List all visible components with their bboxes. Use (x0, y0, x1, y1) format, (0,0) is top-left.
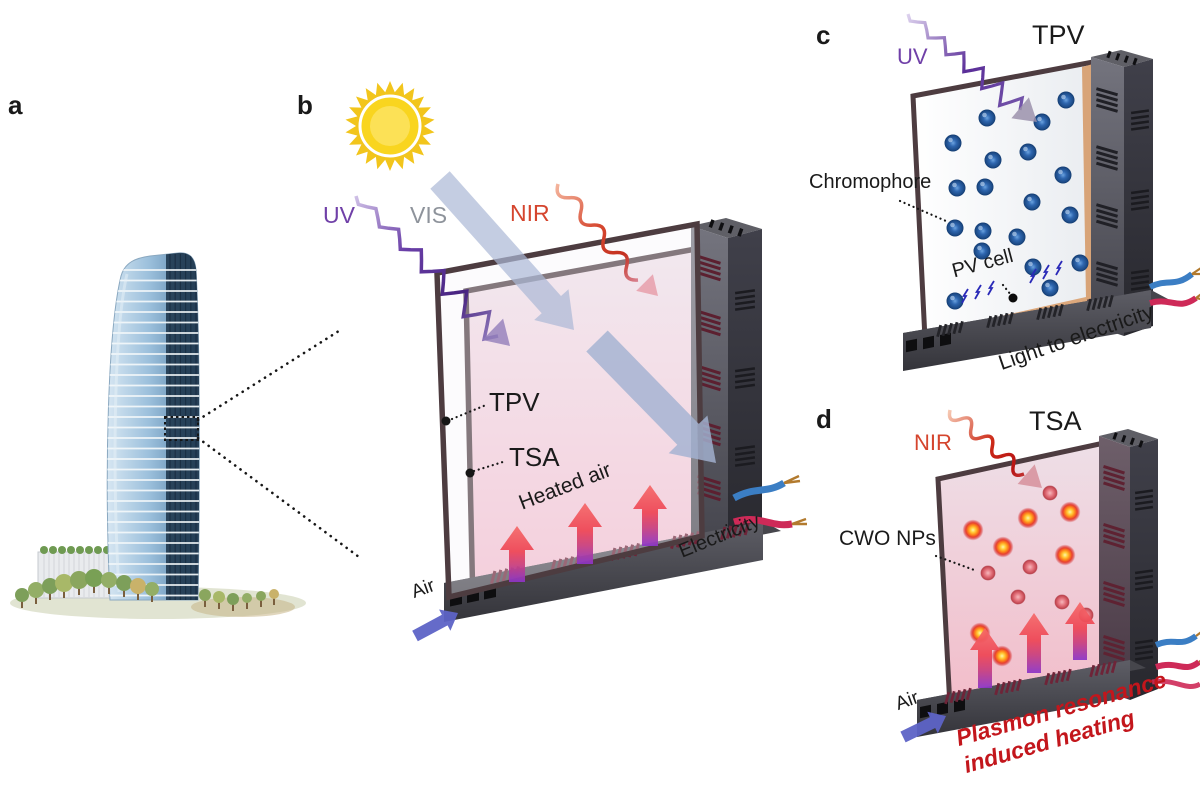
building-illustration (10, 252, 361, 619)
frame-column-side-d (1130, 439, 1158, 700)
wire-blue (732, 479, 786, 502)
frame-base-front-d (917, 660, 1130, 737)
tpv-pane (434, 220, 705, 601)
zoom-leader-bottom (196, 436, 361, 559)
pv-cell-leader-dot (1008, 293, 1018, 303)
wire-red (732, 515, 793, 529)
light-and-air-arrows-b (354, 171, 716, 642)
wire-red (1149, 295, 1198, 307)
wire-tip (1195, 631, 1200, 637)
pv-cell-leader (1001, 283, 1013, 297)
air-channel-hole (940, 332, 951, 347)
nir-and-air-arrows-d (900, 409, 1095, 743)
zoom-region-rect (164, 416, 199, 441)
frame-column-side (728, 229, 762, 558)
tsa-leader (472, 459, 508, 473)
wire-tip (783, 474, 801, 485)
air-channel-hole (937, 701, 948, 716)
wire-tip (1191, 267, 1200, 276)
window-assembly-c (898, 13, 1200, 371)
wire-blue (1148, 271, 1194, 290)
frame-column-inner-c (1091, 57, 1124, 336)
frame-column-top-c (1091, 50, 1153, 67)
air-channel-hole (906, 338, 917, 353)
electricity-bolts-icon (961, 260, 1063, 304)
chromophore-leader (898, 199, 948, 223)
air-channel-hole (954, 698, 965, 713)
wire-red (1155, 659, 1200, 671)
vent-grilles-c (936, 50, 1150, 338)
wire-blue (1154, 633, 1198, 648)
zoom-leader-top (196, 327, 344, 422)
chromophore-dots (944, 91, 1089, 310)
window-assembly-d (900, 409, 1200, 743)
tsa-leader-dot (465, 468, 475, 478)
frame-column-inner-d (1099, 436, 1130, 700)
air-channel-hole (923, 335, 934, 350)
air-channel-hole (920, 704, 931, 719)
frame-column-top-d (1099, 429, 1158, 447)
tpv-leader-dot (441, 416, 451, 426)
window-assembly-b (345, 81, 807, 642)
wire-red (1151, 678, 1200, 689)
trees (15, 569, 279, 611)
uv-arrow-c (906, 13, 1037, 122)
wire-tip (1195, 293, 1200, 301)
vent-grilles-d (944, 432, 1154, 705)
sun-icon (345, 81, 435, 171)
wire-tip (791, 517, 807, 526)
tower-facade (107, 252, 200, 600)
frame-column-top (691, 218, 762, 238)
